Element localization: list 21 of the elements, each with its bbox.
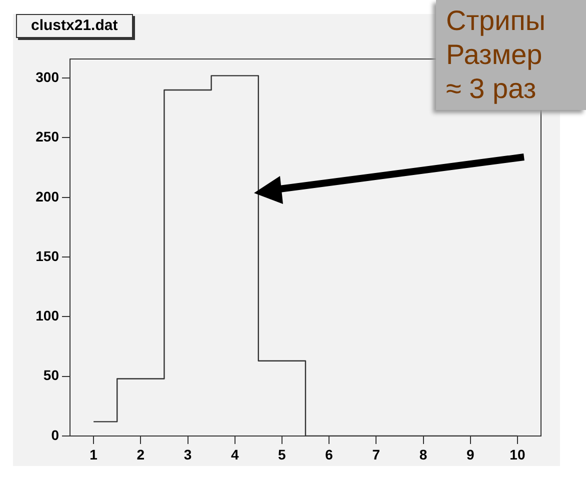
y-tick-label: 250: [36, 128, 60, 145]
y-tick-label: 300: [36, 68, 60, 85]
y-tick-label: 150: [36, 248, 60, 264]
annotation: ≈ 3 раз: [446, 72, 538, 106]
x-tick-label: 4: [230, 446, 239, 462]
y-tick-label: 50: [43, 367, 60, 384]
x-tick-label: 5: [278, 446, 286, 462]
y-tick-label: 100: [36, 308, 60, 324]
x-tick-label: 7: [372, 446, 380, 462]
y-tick-label: 200: [36, 188, 60, 204]
x-tick-label: 10: [510, 446, 526, 462]
x-tick-label: 1: [90, 446, 98, 462]
x-tick-label: 6: [325, 446, 334, 462]
x-tick-label: 2: [136, 446, 145, 462]
x-tick-label: 8: [419, 446, 428, 462]
annotation: Размер: [446, 38, 544, 72]
chart-title: clustx21.dat: [16, 14, 133, 38]
text: Стрипы: [446, 4, 547, 38]
y-tick-label: 0: [51, 426, 60, 443]
x-tick-label: 9: [466, 446, 474, 462]
x-tick-label: 3: [184, 446, 192, 462]
